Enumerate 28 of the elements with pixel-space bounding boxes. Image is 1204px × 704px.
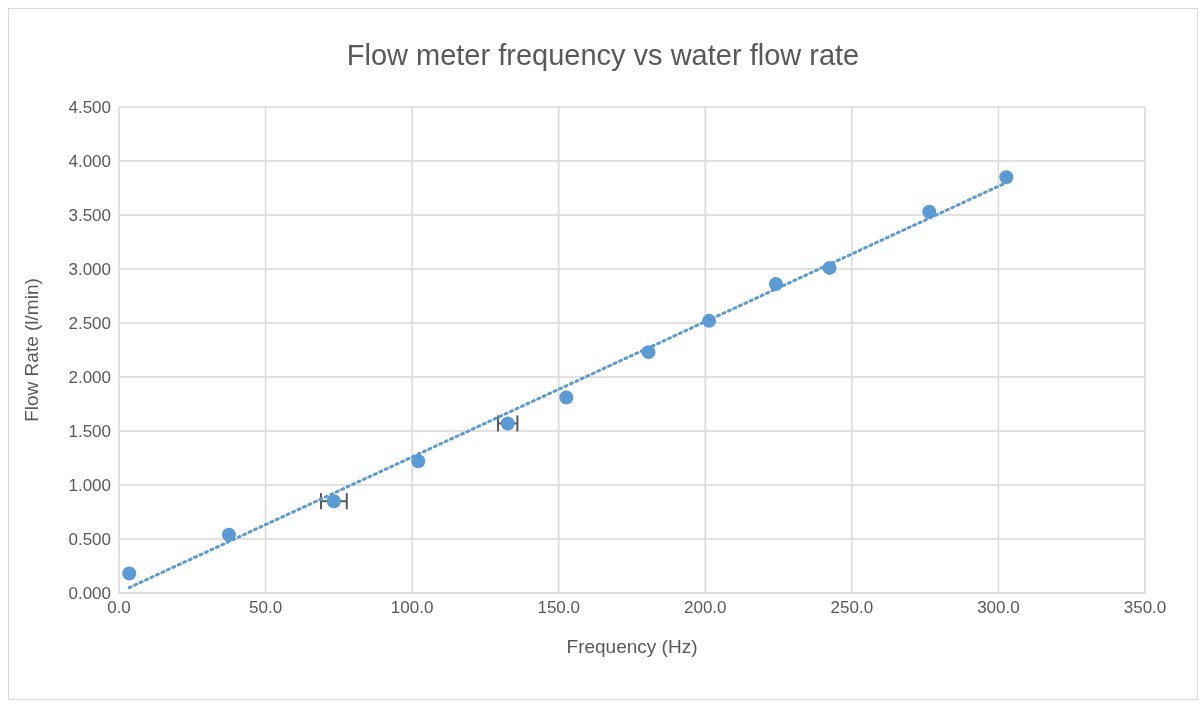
point <box>500 416 515 431</box>
x-tick-label: 300.0 <box>977 598 1020 618</box>
y-tick-label: 1.000 <box>68 476 111 496</box>
point <box>411 454 426 469</box>
x-axis-title: Frequency (Hz) <box>566 636 698 657</box>
point <box>922 204 937 219</box>
point <box>221 527 236 542</box>
point <box>559 390 574 405</box>
point <box>122 566 137 581</box>
y-tick-label: 3.000 <box>68 260 111 280</box>
y-tick-label: 0.500 <box>68 530 111 550</box>
x-tick-label: 100.0 <box>390 598 434 618</box>
x-tick-label: 50.0 <box>249 598 283 618</box>
y-tick-label: 1.500 <box>68 422 111 442</box>
x-tick-label: 350.0 <box>1123 598 1167 618</box>
y-axis-title: Flow Rate (l/min) <box>20 278 42 422</box>
x-tick-label: 0.0 <box>107 598 131 618</box>
y-tick-label: 4.500 <box>68 98 111 118</box>
y-tick-label: 4.000 <box>68 152 111 172</box>
point <box>999 170 1014 185</box>
point <box>326 494 341 509</box>
x-tick-label: 200.0 <box>684 598 727 618</box>
y-tick-label: 3.500 <box>68 206 111 226</box>
y-tick-label: 2.000 <box>68 368 111 388</box>
y-tick-label: 2.500 <box>68 314 111 334</box>
chart-title: Flow meter frequency vs water flow rate <box>345 38 861 73</box>
x-tick-label: 250.0 <box>830 598 874 618</box>
x-tick-label: 150.0 <box>537 598 580 618</box>
